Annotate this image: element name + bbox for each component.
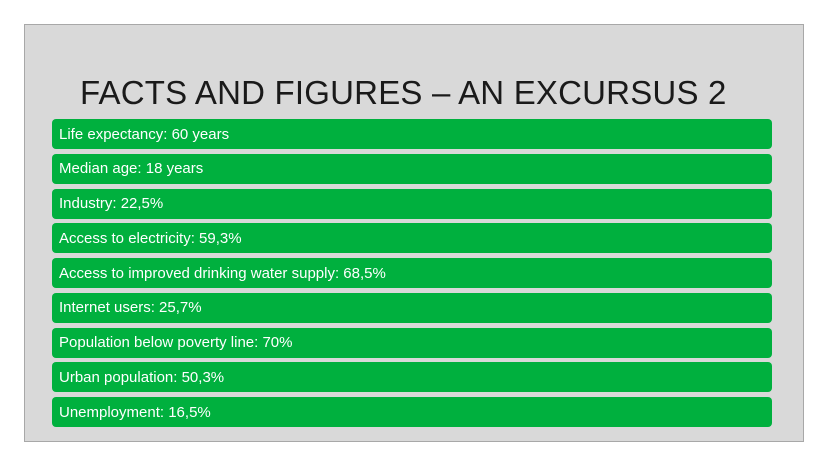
slide: FACTS AND FIGURES – AN EXCURSUS 2 Life e… xyxy=(15,16,813,450)
fact-drinking-water-supply: Access to improved drinking water supply… xyxy=(52,258,772,288)
slide-title: FACTS AND FIGURES – AN EXCURSUS 2 xyxy=(80,74,727,111)
fact-access-to-electricity: Access to electricity: 59,3% xyxy=(52,223,772,254)
slide-content-area: FACTS AND FIGURES – AN EXCURSUS 2 Life e… xyxy=(24,24,804,442)
facts-list: Life expectancy: 60 years Median age: 18… xyxy=(52,119,772,432)
fact-poverty-line: Population below poverty line: 70% xyxy=(52,327,772,358)
fact-urban-population: Urban population: 50,3% xyxy=(52,362,772,393)
fact-median-age: Median age: 18 years xyxy=(52,153,772,184)
fact-industry: Industry: 22,5% xyxy=(52,188,772,219)
fact-internet-users: Internet users: 25,7% xyxy=(52,292,772,323)
fact-life-expectancy: Life expectancy: 60 years xyxy=(52,119,772,149)
fact-unemployment: Unemployment: 16,5% xyxy=(52,397,772,427)
